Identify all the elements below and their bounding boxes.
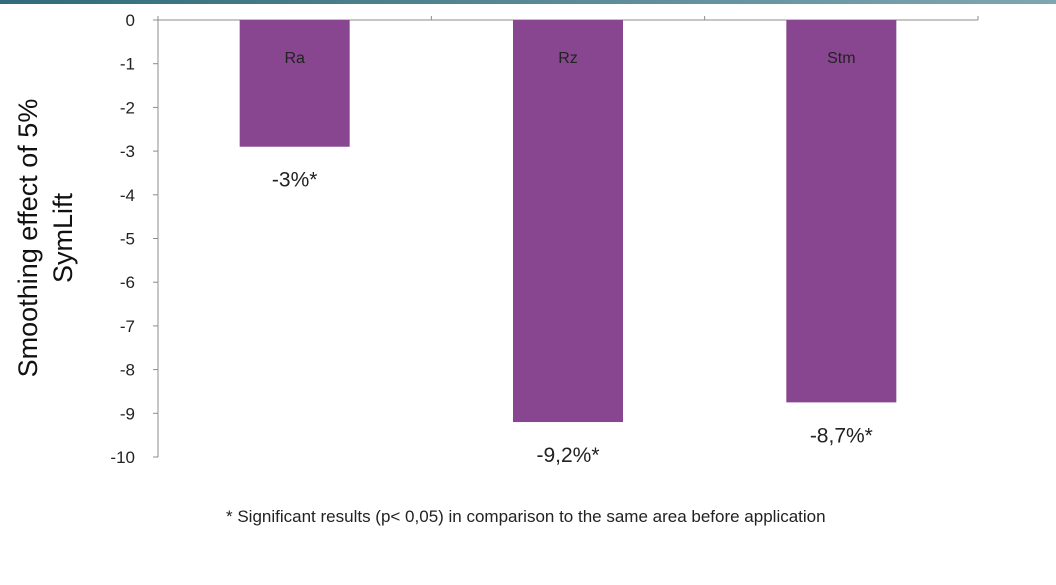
y-tick-label: -6 xyxy=(120,273,135,292)
data-label: -8,7%* xyxy=(810,424,873,447)
y-axis-label-line-2: SymLift xyxy=(48,192,78,283)
data-label: -9,2%* xyxy=(536,444,599,467)
top-accent-strip xyxy=(0,0,1056,4)
data-label: -3%* xyxy=(272,169,318,192)
y-tick-label: -9 xyxy=(120,404,135,423)
y-axis-label: Smoothing effect of 5% SymLift xyxy=(13,99,78,378)
y-axis-label-line-1: Smoothing effect of 5% xyxy=(13,99,43,378)
y-tick-label: -10 xyxy=(110,448,135,467)
y-tick-label: -5 xyxy=(120,230,135,249)
bars xyxy=(239,20,897,423)
category-label: Stm xyxy=(827,50,855,67)
y-tick-label: 0 xyxy=(126,11,135,30)
y-tick-label: -3 xyxy=(120,142,135,161)
footnote: * Significant results (p< 0,05) in compa… xyxy=(226,507,826,526)
y-tick-label: -1 xyxy=(120,55,135,74)
bar-ra xyxy=(239,20,350,147)
y-ticks: 0 -1 -2 -3 -4 -5 -6 -7 -8 -9 -10 xyxy=(110,11,158,467)
bar-chart: Smoothing effect of 5% SymLift 0 -1 -2 -3 -4… xyxy=(13,11,979,467)
y-tick-label: -8 xyxy=(120,361,135,380)
bar-stm xyxy=(786,20,897,403)
y-tick-label: -2 xyxy=(120,98,135,117)
category-label: Rz xyxy=(558,50,578,67)
y-tick-label: -4 xyxy=(120,186,135,205)
category-labels: Ra Rz Stm xyxy=(284,50,855,67)
bar-rz xyxy=(513,20,623,423)
data-labels: -3%* -9,2%* -8,7%* xyxy=(272,169,873,467)
y-tick-label: -7 xyxy=(120,317,135,336)
x-ticks xyxy=(157,16,979,20)
category-label: Ra xyxy=(284,50,305,67)
